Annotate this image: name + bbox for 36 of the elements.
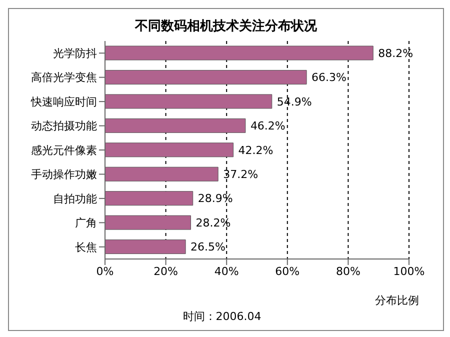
y-tick-label: 广角 bbox=[75, 216, 97, 230]
data-label: 42.2% bbox=[238, 144, 274, 157]
bar bbox=[105, 215, 191, 230]
y-tick-label: 高倍光学变焦 bbox=[31, 71, 97, 84]
bar bbox=[105, 166, 218, 182]
bar bbox=[105, 94, 272, 109]
y-tick-label: 长焦 bbox=[75, 240, 97, 254]
x-tick-label: 60% bbox=[275, 264, 300, 278]
bar bbox=[105, 46, 374, 60]
data-label: 66.3% bbox=[312, 71, 347, 84]
y-tick-label: 动态拍摄功能 bbox=[31, 120, 97, 133]
data-label: 88.2% bbox=[378, 46, 414, 60]
x-tick-label: 20% bbox=[154, 264, 178, 278]
y-tick-label: 手动操作功嫩 bbox=[31, 168, 97, 182]
bar bbox=[105, 70, 307, 84]
x-tick-label: 80% bbox=[336, 264, 360, 278]
y-tick-label: 感光元件像素 bbox=[31, 144, 97, 157]
y-tick-label: 快速响应时间 bbox=[30, 95, 97, 108]
bar bbox=[105, 142, 234, 158]
data-label: 28.2% bbox=[196, 216, 231, 230]
data-label: 54.9% bbox=[276, 95, 312, 108]
x-axis-title: 分布比例 bbox=[375, 293, 419, 308]
data-label: 28.9% bbox=[198, 192, 233, 206]
bar bbox=[105, 240, 186, 254]
x-tick-label: 100% bbox=[393, 264, 425, 278]
data-label: 26.5% bbox=[190, 240, 226, 254]
chart-title: 不同数码相机技术关注分布状况 bbox=[134, 18, 318, 35]
y-tick-label: 光学防抖 bbox=[53, 47, 97, 60]
x-tick-label: 40% bbox=[214, 264, 239, 278]
y-tick-label: 自拍功能 bbox=[53, 192, 97, 206]
data-label: 37.2% bbox=[223, 168, 258, 182]
text: 时间：2006.04 bbox=[182, 310, 262, 323]
data-label: 46.2% bbox=[250, 120, 286, 133]
bar bbox=[105, 191, 194, 206]
x-tick-label: 0% bbox=[96, 264, 114, 278]
bar bbox=[105, 118, 246, 133]
